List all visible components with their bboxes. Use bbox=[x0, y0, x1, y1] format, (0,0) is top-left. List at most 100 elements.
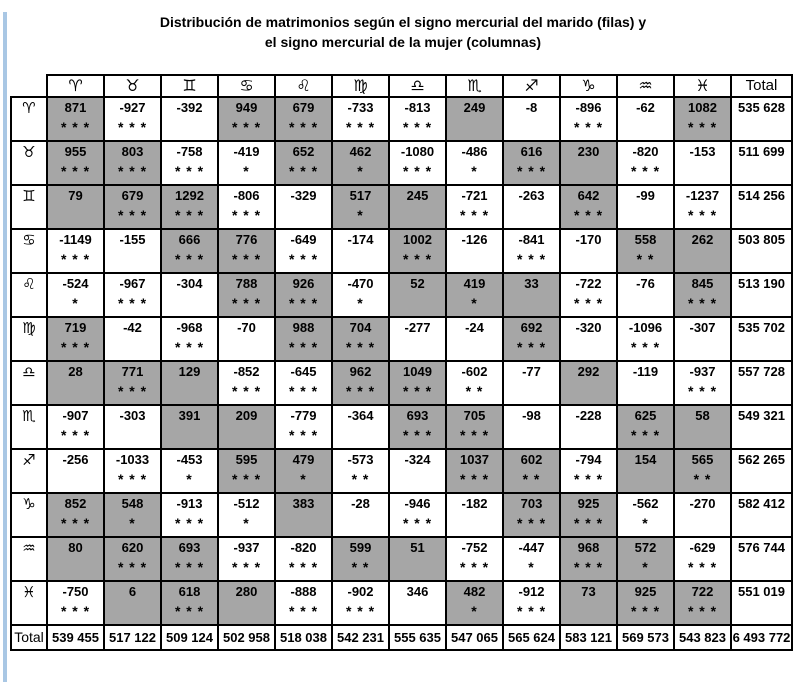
cell-value: -174 bbox=[347, 231, 374, 247]
cell-value: -946 bbox=[404, 495, 431, 511]
cell-value: -1096 bbox=[628, 319, 663, 335]
row-total-value: 513 190 bbox=[738, 275, 785, 291]
matrix-cell: -524 * bbox=[46, 271, 105, 318]
cell-value: -813 bbox=[404, 99, 431, 115]
matrix-cell: -779 * * * bbox=[274, 403, 333, 450]
cell-significance-stars: * bbox=[471, 294, 478, 311]
cell-value: -28 bbox=[351, 495, 370, 511]
matrix-cell: 79 bbox=[46, 183, 105, 230]
cell-value: 704 bbox=[349, 319, 372, 335]
matrix-cell: 968 * * * bbox=[559, 535, 618, 582]
cell-value: 572 bbox=[634, 539, 657, 555]
cell-significance-stars: * * * bbox=[459, 470, 490, 487]
cell-value: -937 bbox=[689, 363, 716, 379]
cell-significance-stars: * * * bbox=[288, 118, 319, 135]
row-total-value: 557 728 bbox=[738, 363, 785, 379]
cell-significance-stars: * * * bbox=[687, 558, 718, 575]
matrix-cell: -820 * * * bbox=[616, 139, 675, 186]
cell-significance-stars: * * * bbox=[60, 338, 91, 355]
row-sign: ♉ bbox=[10, 139, 48, 186]
cell-value: 771 bbox=[121, 363, 144, 379]
matrix-cell: -946 * * * bbox=[388, 491, 447, 538]
matrix-cell: -813 * * * bbox=[388, 95, 447, 142]
matrix-cell: 517 * bbox=[331, 183, 390, 230]
cell-significance-stars: * bbox=[243, 514, 250, 531]
matrix-cell: -263 bbox=[502, 183, 561, 230]
cell-significance-stars bbox=[106, 248, 159, 251]
cell-value: 548 bbox=[121, 495, 144, 511]
matrix-cell: -28 bbox=[331, 491, 390, 538]
cell-value: -912 bbox=[518, 583, 545, 599]
cell-significance-stars: * * * bbox=[117, 118, 148, 135]
matrix-cell: -1033 * * * bbox=[103, 447, 162, 494]
matrix-cell: -99 bbox=[616, 183, 675, 230]
cell-significance-stars: * * * bbox=[402, 118, 433, 135]
cell-significance-stars bbox=[391, 204, 444, 207]
cell-significance-stars: * * * bbox=[174, 602, 205, 619]
matrix-cell: 245 bbox=[388, 183, 447, 230]
matrix-cell: 292 bbox=[559, 359, 618, 406]
cell-significance-stars: * * * bbox=[117, 558, 148, 575]
table-row: ♓ -750 * * * 6 618 * * * 280 -888 * * * -902 * * *… bbox=[10, 579, 793, 626]
matrix-cell: -419 * bbox=[217, 139, 276, 186]
cell-significance-stars: * * * bbox=[60, 602, 91, 619]
cell-significance-stars: * * * bbox=[345, 382, 376, 399]
matrix-cell: -794 * * * bbox=[559, 447, 618, 494]
matrix-cell: 666 * * * bbox=[160, 227, 219, 274]
cell-significance-stars bbox=[277, 512, 330, 515]
cell-significance-stars bbox=[163, 424, 216, 427]
matrix-cell: 129 bbox=[160, 359, 219, 406]
cell-value: -42 bbox=[123, 319, 142, 335]
row-sign: ♏ bbox=[10, 403, 48, 450]
cell-significance-stars bbox=[334, 248, 387, 251]
matrix-cell: -182 bbox=[445, 491, 504, 538]
cell-significance-stars: * * * bbox=[117, 382, 148, 399]
col-total: 502 958 bbox=[217, 623, 276, 651]
matrix-cell: 926 * * * bbox=[274, 271, 333, 318]
cell-significance-stars: * * * bbox=[573, 514, 604, 531]
cell-value: 693 bbox=[178, 539, 201, 555]
matrix-cell: -927 * * * bbox=[103, 95, 162, 142]
col-total: 569 573 bbox=[616, 623, 675, 651]
cell-significance-stars bbox=[277, 204, 330, 207]
table-row: ♊ 79 679 * * * 1292 * * * -806 * * * -329 517 * 245… bbox=[10, 183, 793, 230]
cell-value: -779 bbox=[290, 407, 317, 423]
cell-significance-stars: * * bbox=[522, 470, 541, 487]
matrix-cell: -752 * * * bbox=[445, 535, 504, 582]
matrix-cell: 642 * * * bbox=[559, 183, 618, 230]
cell-value: 949 bbox=[235, 99, 258, 115]
matrix-cell: 803 * * * bbox=[103, 139, 162, 186]
row-total: 582 412 bbox=[730, 491, 793, 538]
cell-significance-stars: * * * bbox=[573, 206, 604, 223]
matrix-cell: 620 * * * bbox=[103, 535, 162, 582]
matrix-cell: 419 * bbox=[445, 271, 504, 318]
cell-value: 599 bbox=[349, 539, 372, 555]
cell-value: -733 bbox=[347, 99, 374, 115]
cell-value: -967 bbox=[119, 275, 146, 291]
matrix-cell: 652 * * * bbox=[274, 139, 333, 186]
matrix-cell: -1149 * * * bbox=[46, 227, 105, 274]
cell-significance-stars: * bbox=[357, 206, 364, 223]
matrix-cell: 679 * * * bbox=[274, 95, 333, 142]
cell-value: -888 bbox=[290, 583, 317, 599]
cell-significance-stars bbox=[49, 380, 102, 383]
table-row: ♎ 28 771 * * * 129 -852 * * * -645 * * * 962 * * *… bbox=[10, 359, 793, 406]
matrix-cell: -256 bbox=[46, 447, 105, 494]
row-total: 549 321 bbox=[730, 403, 793, 450]
corner-cell bbox=[11, 74, 47, 97]
cell-significance-stars: * * * bbox=[402, 514, 433, 531]
row-total: 503 805 bbox=[730, 227, 793, 274]
cell-significance-stars: * bbox=[528, 558, 535, 575]
matrix-cell: 988 * * * bbox=[274, 315, 333, 362]
col-total: 547 065 bbox=[445, 623, 504, 651]
cell-significance-stars: * bbox=[300, 470, 307, 487]
matrix-cell: 625 * * * bbox=[616, 403, 675, 450]
cell-significance-stars bbox=[562, 424, 615, 427]
cell-significance-stars: * * * bbox=[288, 250, 319, 267]
cell-significance-stars: * * * bbox=[573, 294, 604, 311]
cell-significance-stars bbox=[49, 468, 102, 471]
cell-significance-stars bbox=[220, 336, 273, 339]
cell-significance-stars bbox=[106, 600, 159, 603]
matrix-cell: 595 * * * bbox=[217, 447, 276, 494]
cell-significance-stars: * * * bbox=[573, 470, 604, 487]
